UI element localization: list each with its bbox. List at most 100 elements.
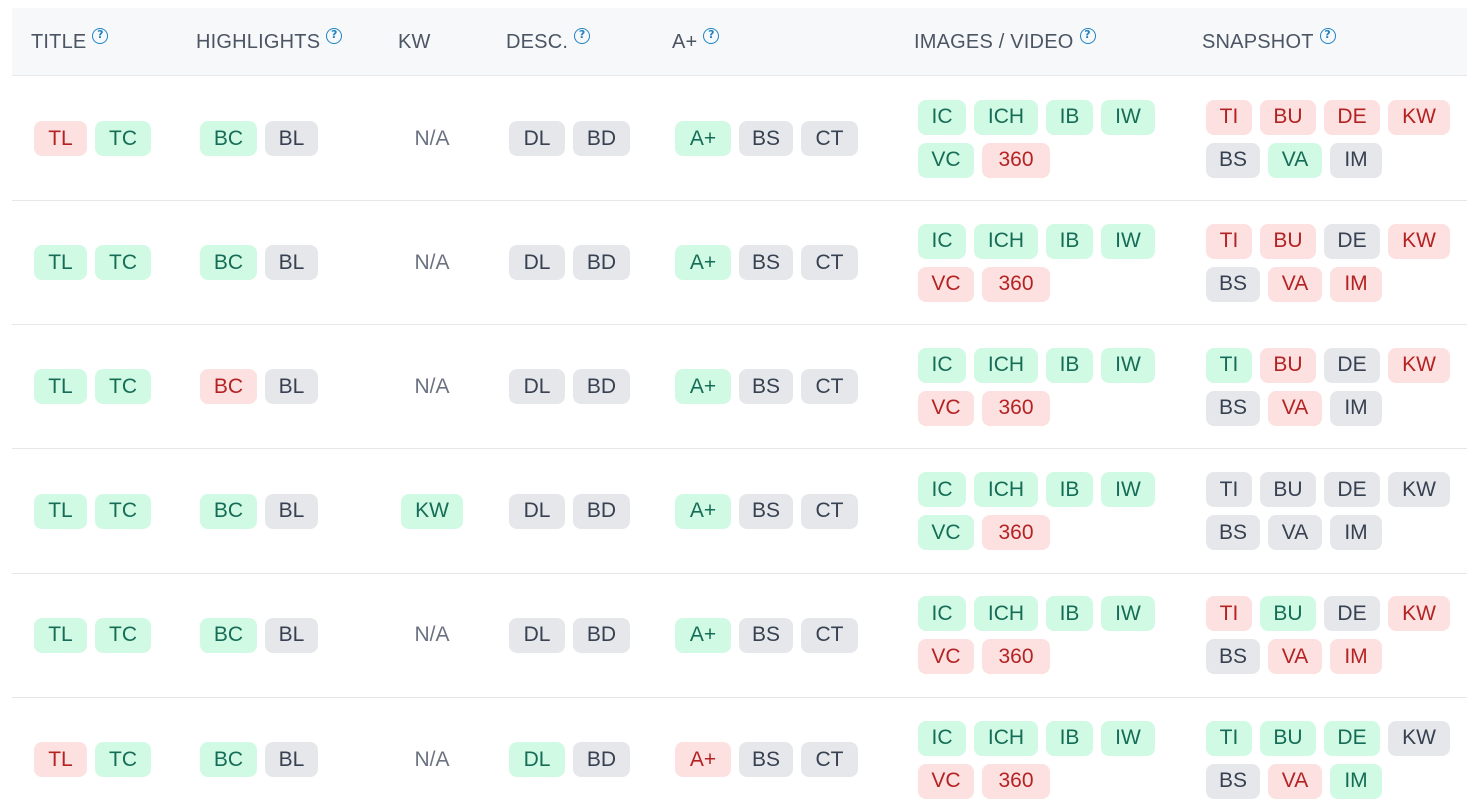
status-badge-iw: IW	[1101, 472, 1155, 508]
status-badge-iw: IW	[1101, 347, 1155, 383]
status-badge-bs: BS	[739, 493, 793, 529]
status-badge-ct: CT	[801, 369, 858, 405]
cell-highlights: BC BL	[200, 201, 380, 324]
header-title: TITLE	[31, 8, 109, 76]
cell-images: IC ICH IB IW VC 360	[918, 201, 1168, 324]
status-badge-bu: BU	[1260, 347, 1316, 383]
status-badge-tc: TC	[95, 742, 151, 777]
cell-kw: N/A	[382, 77, 482, 200]
help-icon[interactable]	[92, 28, 109, 44]
status-badge-360: 360	[982, 763, 1050, 799]
cell-kw: N/A	[382, 325, 482, 448]
help-icon[interactable]	[574, 28, 591, 44]
status-badge-ib: IB	[1046, 223, 1093, 259]
cell-kw: N/A	[382, 698, 482, 805]
cell-highlights: BC BL	[200, 698, 380, 805]
audit-table: TITLE HIGHLIGHTS KW DESC. A+ IMAGES / VI…	[12, 8, 1467, 805]
cell-desc: DL BD	[509, 77, 659, 200]
status-badge-bs: BS	[1206, 763, 1260, 799]
status-badge-tc: TC	[95, 121, 151, 156]
status-badge-kw: KW	[1388, 347, 1450, 383]
status-badge-ct: CT	[801, 493, 858, 529]
status-badge-aplus: A+	[675, 617, 731, 653]
status-badge-bu: BU	[1260, 223, 1316, 259]
cell-title: TL TC	[34, 325, 184, 448]
cell-title: TL TC	[34, 77, 184, 200]
status-badge-kw: KW	[1388, 720, 1450, 756]
status-badge-va: VA	[1268, 639, 1322, 675]
cell-images: IC ICH IB IW VC 360	[918, 77, 1168, 200]
status-badge-bc: BC	[200, 493, 257, 529]
cell-images: IC ICH IB IW VC 360	[918, 325, 1168, 448]
help-icon[interactable]	[326, 28, 343, 44]
status-badge-aplus: A+	[675, 742, 731, 777]
status-badge-bs: BS	[739, 742, 793, 777]
status-badge-aplus: A+	[675, 121, 731, 156]
kw-na-text: N/A	[414, 623, 450, 647]
status-badge-ti: TI	[1206, 347, 1252, 383]
status-badge-bc: BC	[200, 121, 257, 156]
status-badge-aplus: A+	[675, 369, 731, 405]
status-badge-kw: KW	[1388, 99, 1450, 135]
status-badge-tl: TL	[34, 121, 87, 156]
status-badge-bs: BS	[739, 369, 793, 405]
status-badge-ich: ICH	[974, 347, 1038, 383]
status-badge-tl: TL	[34, 369, 87, 405]
status-badge-ich: ICH	[974, 596, 1038, 632]
status-badge-iw: IW	[1101, 720, 1155, 756]
status-badge-im: IM	[1330, 639, 1382, 675]
kw-na-text: N/A	[414, 747, 450, 771]
cell-highlights: BC BL	[200, 325, 380, 448]
status-badge-dl: DL	[509, 121, 565, 156]
status-badge-ib: IB	[1046, 720, 1093, 756]
status-badge-aplus: A+	[675, 245, 731, 281]
status-badge-ct: CT	[801, 121, 858, 156]
cell-snapshot: TI BU DE KW BS VA IM	[1206, 325, 1464, 448]
status-badge-dl: DL	[509, 742, 565, 777]
header-aplus-label: A+	[672, 30, 698, 53]
status-badge-tc: TC	[95, 245, 151, 281]
status-badge-de: DE	[1324, 223, 1380, 259]
status-badge-bs: BS	[1206, 639, 1260, 675]
status-badge-va: VA	[1268, 515, 1322, 551]
cell-aplus: A+ BS CT	[675, 574, 895, 697]
cell-snapshot: TI BU DE KW BS VA IM	[1206, 450, 1464, 573]
status-badge-dl: DL	[509, 245, 565, 281]
status-badge-bl: BL	[265, 742, 318, 777]
help-icon[interactable]	[1079, 28, 1096, 44]
status-badge-ic: IC	[918, 596, 966, 632]
status-badge-tl: TL	[34, 493, 87, 529]
cell-kw: KW	[382, 450, 482, 573]
status-badge-ti: TI	[1206, 223, 1252, 259]
header-kw-label: KW	[398, 30, 431, 53]
status-badge-vc: VC	[918, 390, 974, 426]
table-row: TL TC BC BL N/A DL BD A+ BS CT IC ICH IB IW VC 360 TI BU D…	[12, 698, 1467, 805]
status-badge-bc: BC	[200, 617, 257, 653]
help-icon[interactable]	[1319, 28, 1336, 44]
status-badge-va: VA	[1268, 390, 1322, 426]
status-badge-bd: BD	[573, 245, 630, 281]
status-badge-ib: IB	[1046, 99, 1093, 135]
status-badge-360: 360	[982, 515, 1050, 551]
status-badge-bu: BU	[1260, 472, 1316, 508]
cell-desc: DL BD	[509, 698, 659, 805]
status-badge-de: DE	[1324, 472, 1380, 508]
status-badge-ich: ICH	[974, 223, 1038, 259]
status-badge-ic: IC	[918, 99, 966, 135]
status-badge-360: 360	[982, 639, 1050, 675]
status-badge-de: DE	[1324, 596, 1380, 632]
status-badge-dl: DL	[509, 369, 565, 405]
status-badge-bs: BS	[1206, 515, 1260, 551]
status-badge-iw: IW	[1101, 596, 1155, 632]
status-badge-vc: VC	[918, 142, 974, 178]
status-badge-va: VA	[1268, 142, 1322, 178]
help-icon[interactable]	[703, 28, 720, 44]
header-highlights-label: HIGHLIGHTS	[196, 30, 321, 53]
table-row: TL TC BC BL N/A DL BD A+ BS CT IC ICH IB IW VC 360 TI BU D…	[12, 77, 1467, 201]
status-badge-kw: KW	[1388, 472, 1450, 508]
status-badge-ct: CT	[801, 742, 858, 777]
kw-na-text: N/A	[414, 374, 450, 398]
cell-snapshot: TI BU DE KW BS VA IM	[1206, 201, 1464, 324]
status-badge-tl: TL	[34, 742, 87, 777]
status-badge-iw: IW	[1101, 223, 1155, 259]
